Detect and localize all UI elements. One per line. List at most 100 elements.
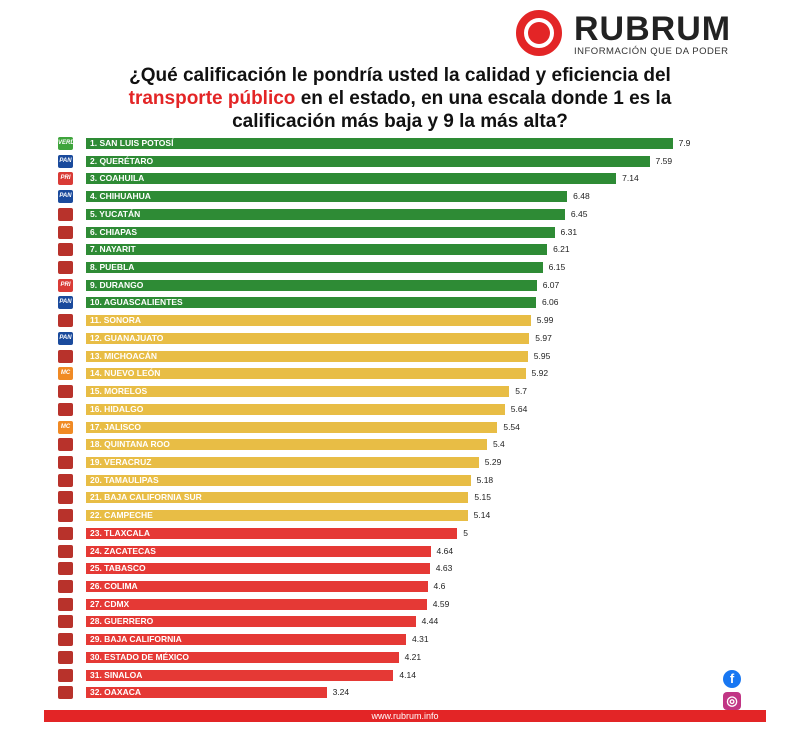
party-logo-morena xyxy=(58,597,73,611)
bar-label: 9. DURANGO xyxy=(90,279,144,290)
party-logo-morena xyxy=(58,385,73,399)
party-logo-morena xyxy=(58,650,73,664)
data-label: 6.07 xyxy=(542,279,560,290)
data-label: 4.21 xyxy=(404,651,422,662)
bar xyxy=(86,403,505,415)
data-label: 6.45 xyxy=(570,208,588,219)
brand-tagline: INFORMACIÓN QUE DA PODER xyxy=(574,46,729,57)
party-logo-morena xyxy=(58,473,73,487)
bar-label: 20. TAMAULIPAS xyxy=(90,474,159,485)
data-label: 7.14 xyxy=(622,173,639,184)
bar-label: 8. PUEBLA xyxy=(90,262,135,273)
data-label: 5.64 xyxy=(510,403,528,414)
bar xyxy=(86,474,471,486)
title-highlight: transporte público xyxy=(128,88,296,109)
bar xyxy=(86,244,548,256)
title-part2: en el estado, en una escala donde 1 es l… xyxy=(232,88,672,132)
instagram-icon[interactable]: ◎ xyxy=(723,692,741,710)
party-logo-morena xyxy=(58,615,73,629)
bar-label: 32. OAXACA xyxy=(90,687,142,698)
bar xyxy=(86,315,531,327)
party-logo-pan: PAN xyxy=(58,331,73,345)
bar xyxy=(86,421,498,433)
bar-label: 18. QUINTANA ROO xyxy=(90,439,170,450)
party-logo-morena xyxy=(58,207,73,221)
party-logo-mc: MC xyxy=(58,420,73,434)
party-logo-morena xyxy=(58,243,73,257)
bar-label: 22. CAMPECHE xyxy=(90,510,153,521)
party-logo-morena xyxy=(58,633,73,647)
party-logo-pan: PAN xyxy=(58,154,73,168)
party-logo-morena xyxy=(58,438,73,452)
bar-label: 31. SINALOA xyxy=(90,669,143,680)
bar-label: 21. BAJA CALIFORNIA SUR xyxy=(90,492,202,503)
party-logo-pri: PRI xyxy=(58,172,73,186)
data-label: 5.18 xyxy=(476,474,494,485)
bar-label: 3. COAHUILA xyxy=(90,173,145,184)
bar xyxy=(86,545,431,557)
data-label: 5.92 xyxy=(531,368,549,379)
party-logo-morena xyxy=(58,686,73,700)
bar xyxy=(86,456,479,468)
bar xyxy=(86,386,510,398)
rubrum-logo: RUBRUM INFORMACIÓN QUE DA PODER xyxy=(516,8,736,58)
bar xyxy=(86,208,565,220)
data-label: 5.54 xyxy=(503,421,520,432)
data-label: 4.31 xyxy=(412,634,429,645)
bar-label: 15. MORELOS xyxy=(90,386,148,397)
data-label: 5.97 xyxy=(535,332,552,343)
bar xyxy=(86,226,555,238)
data-label: 5.7 xyxy=(515,386,528,397)
bar xyxy=(86,155,650,167)
bar-label: 17. JALISCO xyxy=(90,421,142,432)
facebook-icon[interactable]: f xyxy=(723,670,741,688)
party-logo-morena xyxy=(58,509,73,523)
logo-target-center xyxy=(528,22,550,44)
bar xyxy=(86,687,327,699)
data-label: 3.24 xyxy=(332,687,350,698)
data-label: 6.06 xyxy=(541,297,559,308)
party-logo-morena xyxy=(58,526,73,540)
bar xyxy=(86,598,427,610)
bar-label: 13. MICHOACÁN xyxy=(90,350,158,361)
party-logo-morena xyxy=(58,455,73,469)
bar-label: 14. NUEVO LEÓN xyxy=(90,368,161,379)
bar xyxy=(86,581,428,592)
data-label: 7.59 xyxy=(655,155,673,166)
bar-label: 11. SONORA xyxy=(90,315,142,326)
bar-label: 7. NAYARIT xyxy=(90,244,136,255)
data-label: 5.15 xyxy=(474,492,491,503)
bar xyxy=(86,368,526,380)
bar xyxy=(86,350,528,362)
data-label: 4.14 xyxy=(399,669,416,680)
bar xyxy=(86,138,673,149)
party-logo-morena xyxy=(58,562,73,576)
logo-target-icon xyxy=(516,10,562,56)
bar xyxy=(86,527,458,539)
party-logo-morena xyxy=(58,225,73,239)
party-logo-morena xyxy=(58,261,73,275)
brand-name: RUBRUM xyxy=(574,10,732,48)
bar xyxy=(86,669,394,681)
data-label: 5.95 xyxy=(533,350,551,361)
footer-url[interactable]: www.rubrum.info xyxy=(371,711,439,721)
data-label: 6.21 xyxy=(553,244,570,255)
party-logo-morena xyxy=(58,349,73,363)
bar-label: 27. CDMX xyxy=(90,598,130,609)
bar xyxy=(86,191,568,203)
party-logo-morena xyxy=(58,314,73,328)
party-logo-mc: MC xyxy=(58,367,73,381)
party-logo-morena xyxy=(58,580,73,593)
data-label: 4.6 xyxy=(433,581,446,591)
party-logo-pan: PAN xyxy=(58,296,73,310)
data-label: 4.59 xyxy=(432,598,450,609)
party-logo-morena xyxy=(58,668,73,682)
bar-label: 1. SAN LUIS POTOSÍ xyxy=(90,138,174,148)
bar xyxy=(86,297,536,309)
footer-bar: www.rubrum.info xyxy=(44,710,766,722)
bar xyxy=(86,510,468,522)
bar xyxy=(86,651,399,663)
data-label: 5.99 xyxy=(536,315,554,326)
